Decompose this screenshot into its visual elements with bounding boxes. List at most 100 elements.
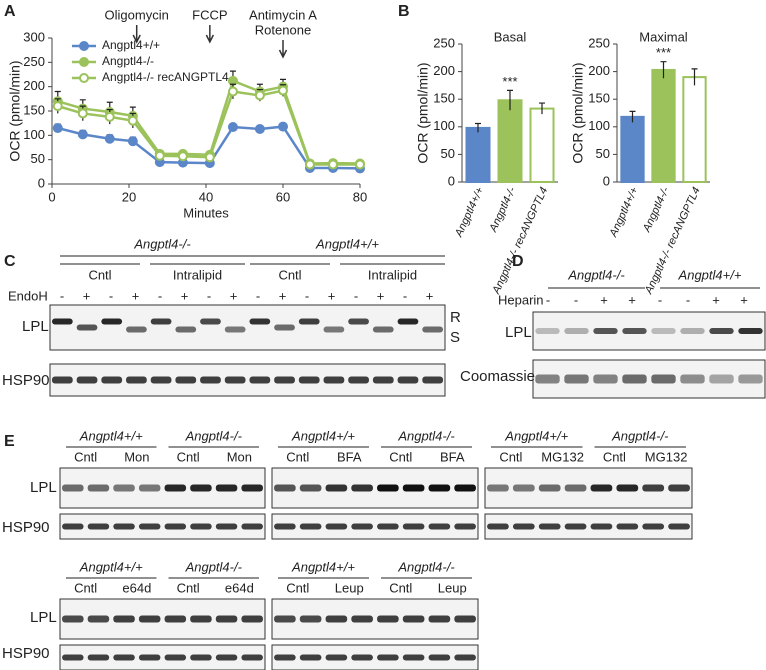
legend-marker xyxy=(79,57,89,67)
marker xyxy=(104,133,115,144)
x-tick-label: 20 xyxy=(122,189,136,204)
band xyxy=(564,523,587,530)
treatment-sign: - xyxy=(546,292,550,307)
band xyxy=(175,326,197,333)
band xyxy=(651,374,676,384)
band xyxy=(487,523,509,530)
treatment-sign: + xyxy=(83,288,91,303)
band xyxy=(76,324,98,331)
x-tick-label: Angptl4+/+ xyxy=(607,185,641,240)
treatment-sign: + xyxy=(132,288,140,303)
significance: *** xyxy=(502,74,517,89)
chart-title: Maximal xyxy=(639,29,688,44)
band xyxy=(51,376,73,384)
legend-label: Angptl4+/+ xyxy=(102,38,160,52)
band xyxy=(593,374,618,384)
panel-label: A xyxy=(4,3,16,20)
band-label: S xyxy=(450,329,460,346)
band xyxy=(351,654,373,661)
band xyxy=(249,376,271,384)
marker xyxy=(227,122,238,133)
y-tick-label: 300 xyxy=(23,29,45,44)
band xyxy=(680,328,705,334)
band xyxy=(126,326,147,333)
treatment-sign: + xyxy=(181,288,189,303)
band xyxy=(62,523,84,530)
band xyxy=(164,484,187,492)
band xyxy=(616,523,639,530)
band xyxy=(138,654,161,661)
band xyxy=(428,484,451,492)
band xyxy=(224,326,246,333)
band xyxy=(668,484,690,492)
band xyxy=(402,484,425,492)
band xyxy=(535,328,560,334)
band xyxy=(512,523,535,530)
genotype-label: Angptl4-/- xyxy=(133,236,191,251)
band xyxy=(138,523,161,530)
treatment-label: EndoH xyxy=(8,288,48,303)
band xyxy=(274,324,295,331)
condition-label: Cntl xyxy=(74,449,97,464)
band xyxy=(428,654,451,661)
annotation-arrow xyxy=(205,25,215,44)
band xyxy=(76,376,98,384)
band xyxy=(200,376,221,384)
marker xyxy=(328,159,339,170)
condition-label: Leup xyxy=(438,580,467,595)
condition-label: e64d xyxy=(225,580,254,595)
band xyxy=(564,328,589,334)
band xyxy=(62,654,84,661)
bar xyxy=(682,76,707,183)
band xyxy=(377,523,399,530)
genotype-label: Angptl4-/- xyxy=(185,559,243,574)
row-label: HSP90 xyxy=(2,519,50,536)
genotype-label: Angptl4-/- xyxy=(611,428,669,443)
band xyxy=(87,654,110,661)
marker xyxy=(127,115,138,126)
band xyxy=(372,376,394,384)
band xyxy=(150,318,172,325)
condition-label: Intralipid xyxy=(173,267,222,282)
band xyxy=(87,615,110,623)
band xyxy=(668,523,690,530)
treatment-sign: - xyxy=(256,288,260,303)
band xyxy=(323,376,345,384)
error-bar xyxy=(691,68,698,86)
band xyxy=(402,523,425,530)
condition-label: Leup xyxy=(335,580,364,595)
band xyxy=(62,615,84,623)
band xyxy=(190,615,212,623)
treatment-sign: + xyxy=(740,292,748,307)
bar xyxy=(529,107,555,183)
annotation: Rotenone xyxy=(255,22,311,37)
condition-label: Cntl xyxy=(278,267,301,282)
bar xyxy=(465,126,491,183)
marker xyxy=(52,101,63,112)
band xyxy=(487,484,509,492)
band xyxy=(538,484,561,492)
condition-label: MG132 xyxy=(645,449,688,464)
significance: *** xyxy=(656,45,671,60)
marker xyxy=(52,123,63,134)
band xyxy=(51,318,73,325)
condition-label: Cntl xyxy=(603,449,626,464)
band xyxy=(402,615,425,623)
band xyxy=(351,523,373,530)
band xyxy=(348,318,369,325)
band xyxy=(215,523,238,530)
marker xyxy=(227,86,238,97)
band xyxy=(642,523,665,530)
condition-label: Mon xyxy=(227,449,252,464)
error-bar xyxy=(475,122,481,133)
x-axis-label: Minutes xyxy=(183,205,229,220)
band xyxy=(241,484,263,492)
band xyxy=(101,318,123,325)
band xyxy=(351,484,373,492)
band xyxy=(249,318,271,325)
marker xyxy=(77,108,88,119)
marker xyxy=(204,152,215,163)
row-label: HSP90 xyxy=(2,645,50,662)
treatment-sign: + xyxy=(712,292,720,307)
condition-label: Cntl xyxy=(74,580,97,595)
